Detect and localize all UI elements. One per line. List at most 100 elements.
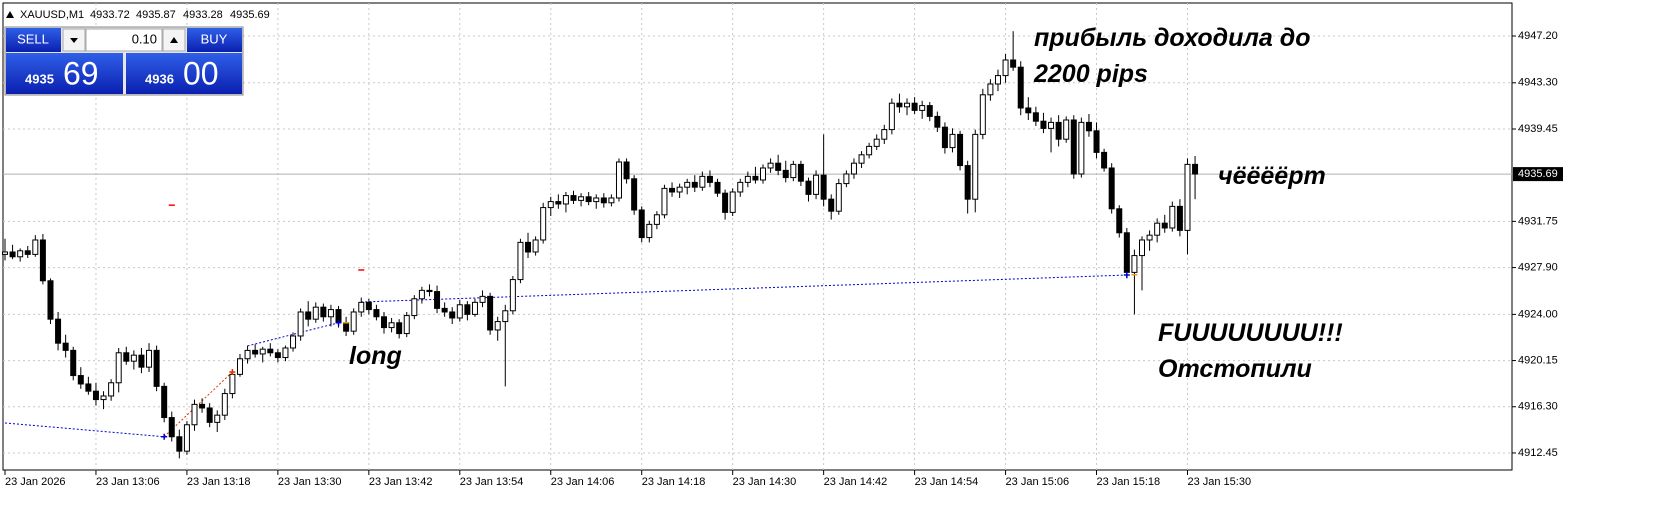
candle-body (926, 105, 933, 117)
candle-body (418, 289, 425, 300)
candle-body (1131, 255, 1138, 273)
candle-body (820, 174, 827, 200)
candle-body (1139, 239, 1145, 257)
candle-body (600, 197, 607, 204)
sell-button[interactable] (6, 28, 61, 52)
ask-box[interactable] (126, 53, 242, 94)
candle-body (199, 403, 206, 409)
candle-body (138, 354, 145, 368)
candle-body (1048, 121, 1055, 129)
candle-body (146, 349, 153, 368)
quote-high: 4935.87 (136, 9, 176, 21)
buy-button[interactable] (187, 28, 242, 52)
sell-label: SELL (17, 31, 49, 46)
candle-body (509, 279, 516, 312)
candle-body (570, 195, 577, 201)
candle-body (365, 301, 372, 311)
candle-body (396, 322, 403, 335)
candle-body (760, 167, 766, 181)
candle-body (813, 174, 820, 195)
candle-body (744, 175, 751, 183)
candle-body (691, 181, 698, 188)
quote-low: 4933.28 (183, 9, 223, 21)
candle-body (1161, 222, 1168, 229)
candle-body (957, 133, 964, 167)
candle-body (297, 311, 304, 337)
x-tick-label: 23 Jan 15:18 (1097, 476, 1161, 488)
candle-body (464, 304, 471, 315)
candle-body (229, 373, 236, 395)
candle-body (669, 187, 676, 193)
candle-body (1093, 130, 1100, 153)
candle-body (653, 214, 660, 225)
y-tick-label: 4939.45 (1518, 123, 1558, 135)
candle-body (449, 311, 456, 319)
candle-body (434, 291, 441, 309)
candle-body (85, 383, 92, 392)
annotation: 2200 pips (1033, 60, 1148, 88)
candle-body (1017, 66, 1024, 109)
candle-body (737, 181, 744, 193)
candle-body (32, 239, 39, 255)
candle-body (411, 298, 418, 317)
lot-input[interactable] (85, 28, 163, 52)
annotation: long (349, 342, 402, 370)
bid-box[interactable] (6, 53, 123, 94)
candle-body (456, 304, 463, 319)
candle-body (623, 161, 630, 180)
candle-body (1176, 205, 1183, 231)
candle-body (123, 352, 130, 362)
trade-arrow (335, 319, 342, 326)
y-tick-label: 4916.30 (1518, 401, 1558, 413)
candle-body (168, 417, 175, 438)
candle-body (752, 175, 759, 181)
candle-body (517, 241, 524, 281)
current-price-label: 4935.69 (1518, 168, 1558, 180)
candle-body (24, 250, 31, 255)
candle-body (55, 318, 62, 344)
candle-body (1085, 121, 1092, 132)
y-tick-label: 4912.45 (1518, 447, 1558, 459)
y-tick-label: 4927.90 (1518, 261, 1558, 273)
candle-body (805, 180, 812, 195)
x-tick-label: 23 Jan 14:54 (915, 476, 979, 488)
candle-body (244, 349, 251, 360)
x-tick-label: 23 Jan 2026 (5, 476, 66, 488)
candle-body (631, 178, 638, 211)
candle-body (850, 162, 857, 175)
candle-body (17, 250, 24, 258)
candle-body (661, 187, 668, 216)
candle-body (1154, 222, 1161, 236)
collapse-icon[interactable] (6, 11, 14, 18)
x-tick-label: 23 Jan 13:18 (187, 476, 251, 488)
symbol: XAUUSD,M1 (20, 9, 84, 21)
annotation: прибыль доходила до (1034, 24, 1311, 52)
x-tick-label: 23 Jan 13:42 (369, 476, 433, 488)
candle-body (479, 295, 486, 303)
candle-body (9, 251, 16, 258)
candle-body (699, 175, 706, 188)
candle-body (343, 322, 350, 332)
down-arrow (70, 38, 78, 43)
candle-body (153, 349, 160, 387)
x-tick-label: 23 Jan 13:06 (96, 476, 160, 488)
candle-body (866, 145, 873, 156)
trade-arrow (161, 433, 168, 440)
annotation: FUUUUUUUU!!! (1158, 319, 1343, 347)
candle-body (1063, 119, 1070, 140)
candle-body (282, 347, 289, 359)
candle-body (1116, 208, 1123, 234)
buy-label: BUY (201, 31, 228, 46)
x-tick-label: 23 Jan 13:30 (278, 476, 342, 488)
candle-body (130, 354, 137, 362)
trade-arrow (1123, 272, 1130, 279)
current-price-box (1513, 167, 1563, 182)
bid-big: 4935 (25, 71, 54, 86)
annotation: чёёёёрт (1218, 162, 1326, 190)
candle-body (888, 102, 895, 131)
quote-close: 4935.69 (230, 9, 270, 21)
candle-body (327, 309, 334, 318)
candle-body (1070, 119, 1077, 175)
candle-body (373, 309, 380, 318)
